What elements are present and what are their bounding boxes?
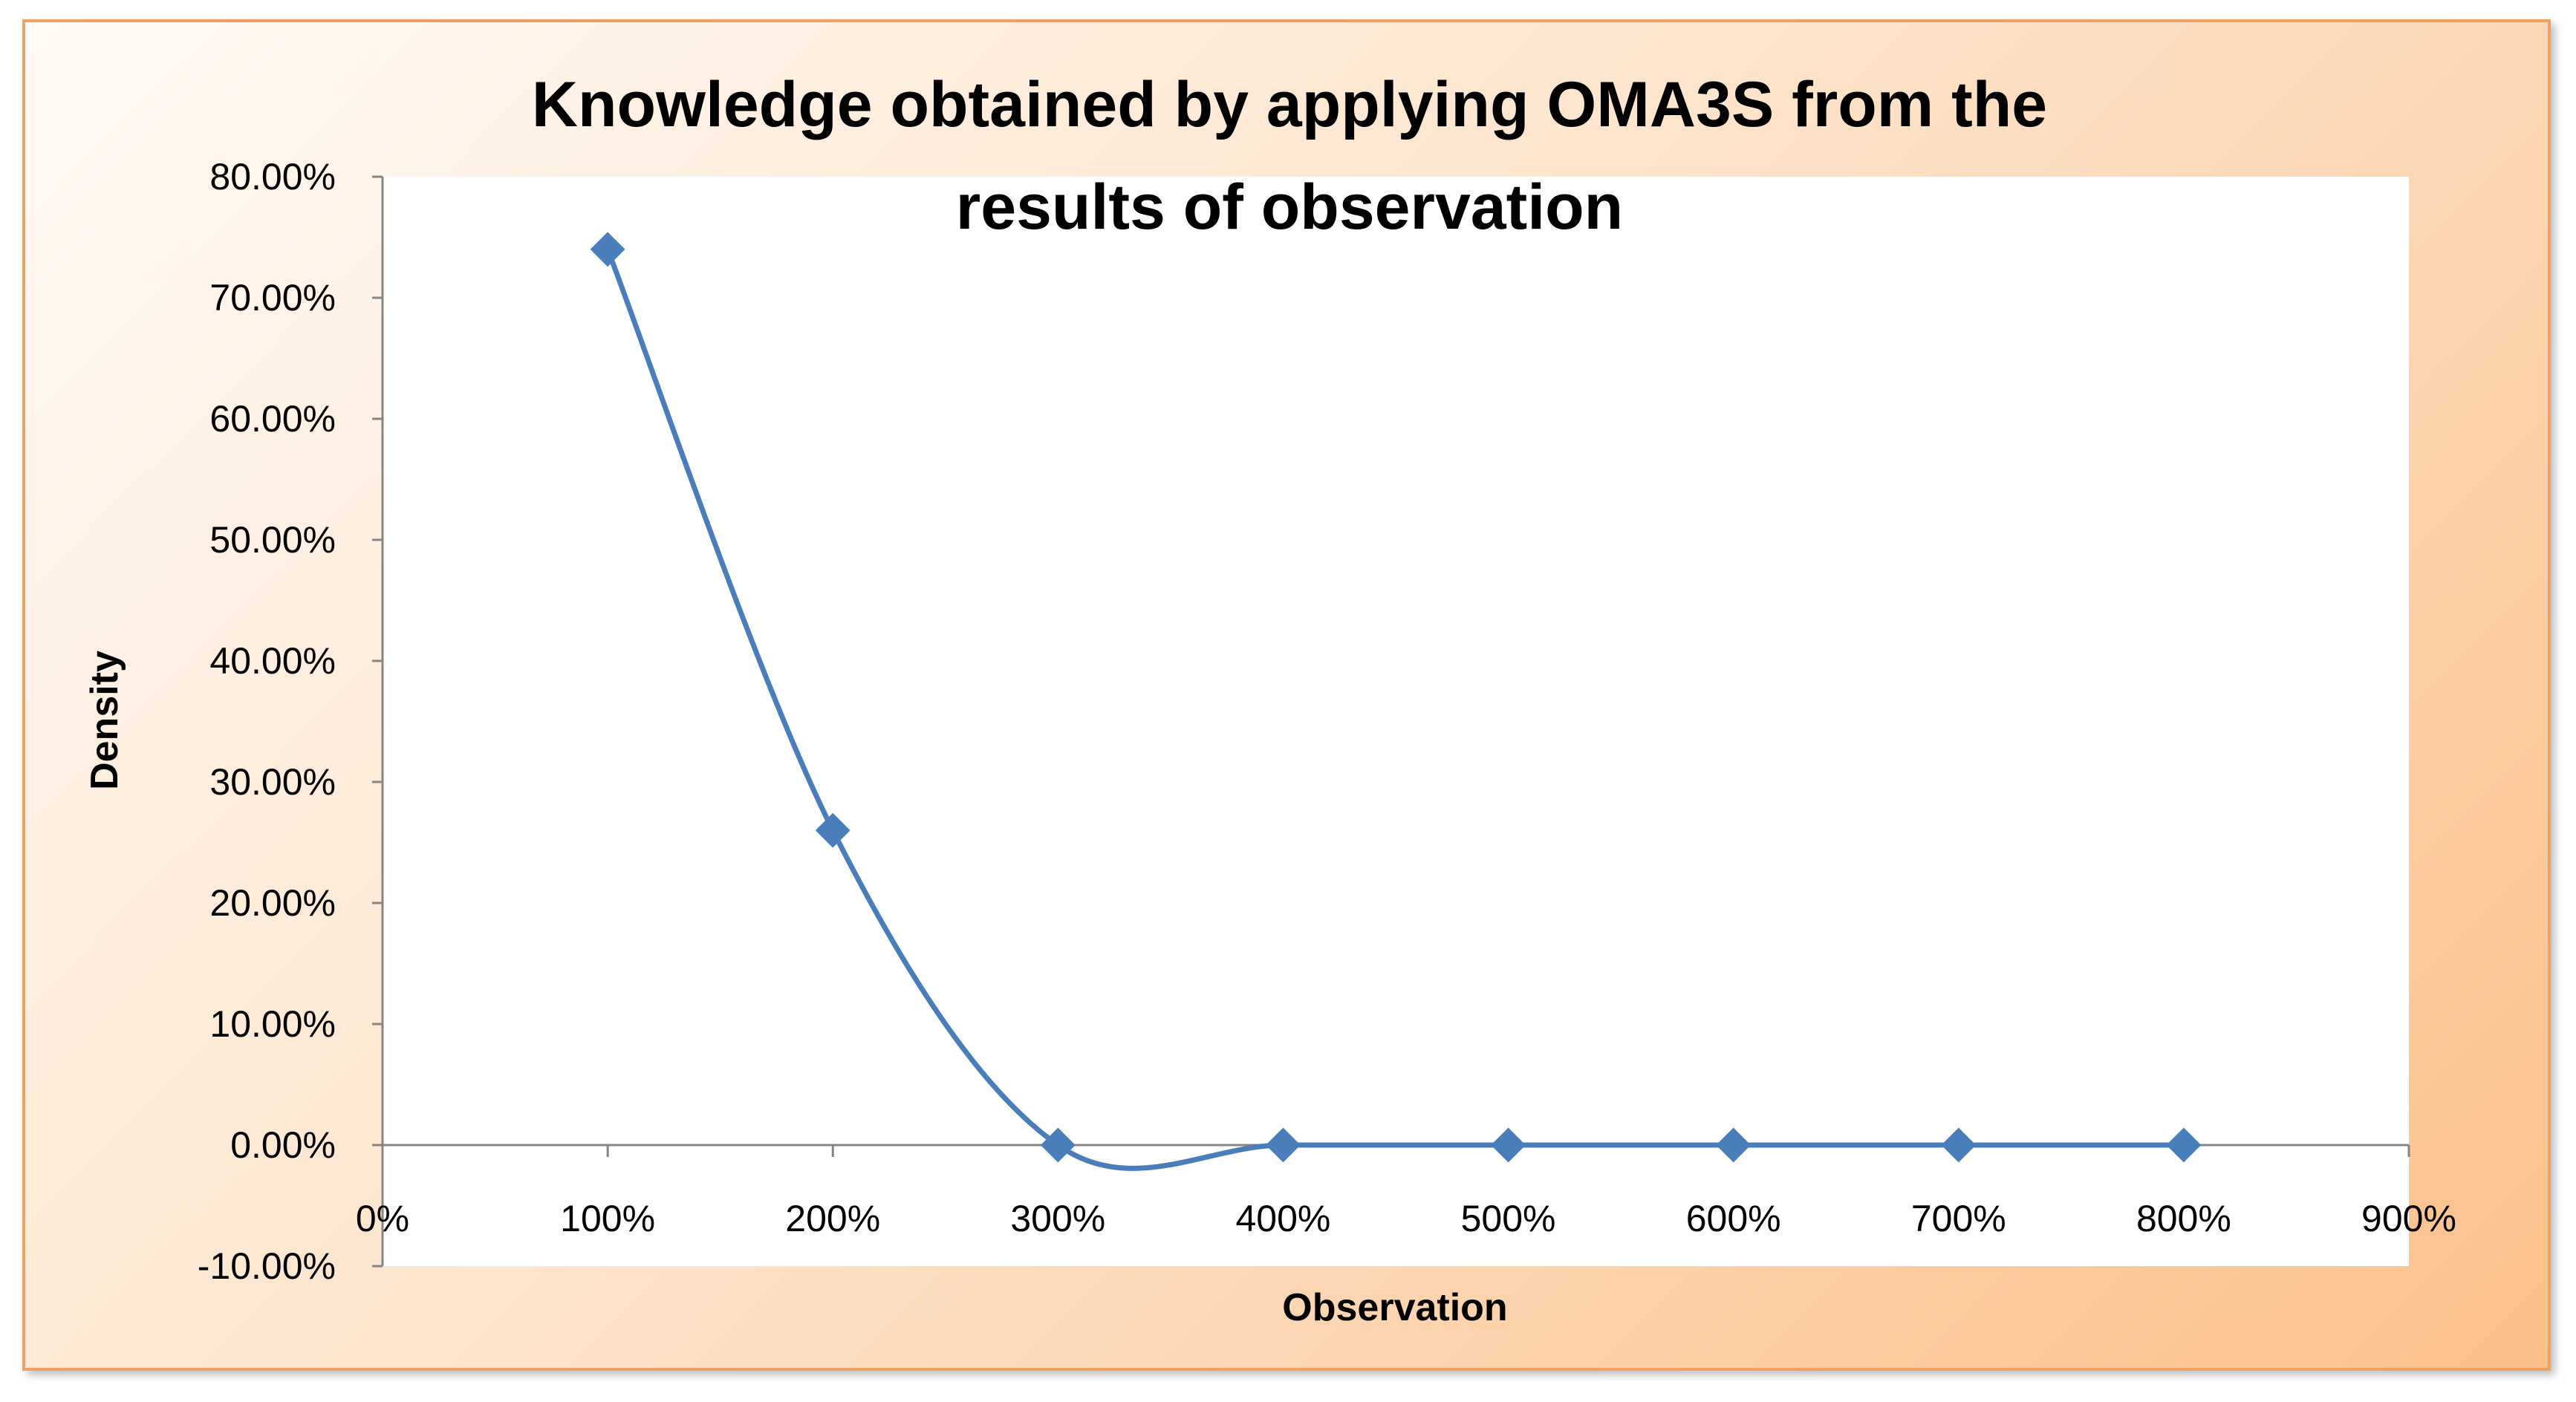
data-point-marker <box>1716 1127 1752 1163</box>
data-point-marker <box>815 812 850 848</box>
y-axis-title: Density <box>83 651 126 790</box>
data-point-marker <box>1040 1127 1076 1163</box>
plot-area <box>383 177 2409 1266</box>
x-tick-label: 800% <box>2136 1198 2231 1239</box>
y-tick-label: -10.00% <box>198 1245 336 1287</box>
y-tick-label: 20.00% <box>209 882 336 924</box>
x-axis: 0% 100% 200% 300% 400% 500% 600% 700% 800% 900% <box>356 1144 2456 1239</box>
x-axis-title: Observation <box>1282 1286 1507 1329</box>
y-tick-label: 70.00% <box>209 277 336 319</box>
x-tick-label: 400% <box>1235 1198 1330 1239</box>
data-point-marker <box>590 232 625 267</box>
y-tick-label: 80.00% <box>209 156 336 198</box>
data-point-marker <box>1941 1127 1977 1163</box>
x-tick-label: 700% <box>1911 1198 2006 1239</box>
x-tick-label: 0% <box>356 1198 409 1239</box>
chart-title-line-2: results of observation <box>956 172 1623 243</box>
y-tick-label: 40.00% <box>209 640 336 682</box>
y-tick-label: 0.00% <box>230 1124 336 1166</box>
chart-title-line-1: Knowledge obtained by applying OMA3S fro… <box>532 69 2047 140</box>
y-axis: 80.00% 70.00% 60.00% 50.00% 40.00% 30.00% 20.0… <box>198 156 384 1287</box>
data-point-marker <box>1491 1127 1526 1163</box>
series-density <box>590 232 2202 1171</box>
x-tick-label: 100% <box>560 1198 655 1239</box>
y-tick-label: 60.00% <box>209 398 336 440</box>
y-tick-label: 10.00% <box>209 1003 336 1045</box>
data-point-marker <box>2166 1127 2202 1163</box>
y-tick-label: 30.00% <box>209 761 336 803</box>
x-tick-label: 600% <box>1686 1198 1781 1239</box>
data-point-marker <box>1266 1127 1301 1163</box>
x-tick-label: 900% <box>2361 1198 2456 1239</box>
x-tick-label: 300% <box>1010 1198 1105 1239</box>
y-tick-label: 50.00% <box>209 519 336 561</box>
x-tick-label: 500% <box>1461 1198 1556 1239</box>
x-tick-label: 200% <box>785 1198 880 1239</box>
